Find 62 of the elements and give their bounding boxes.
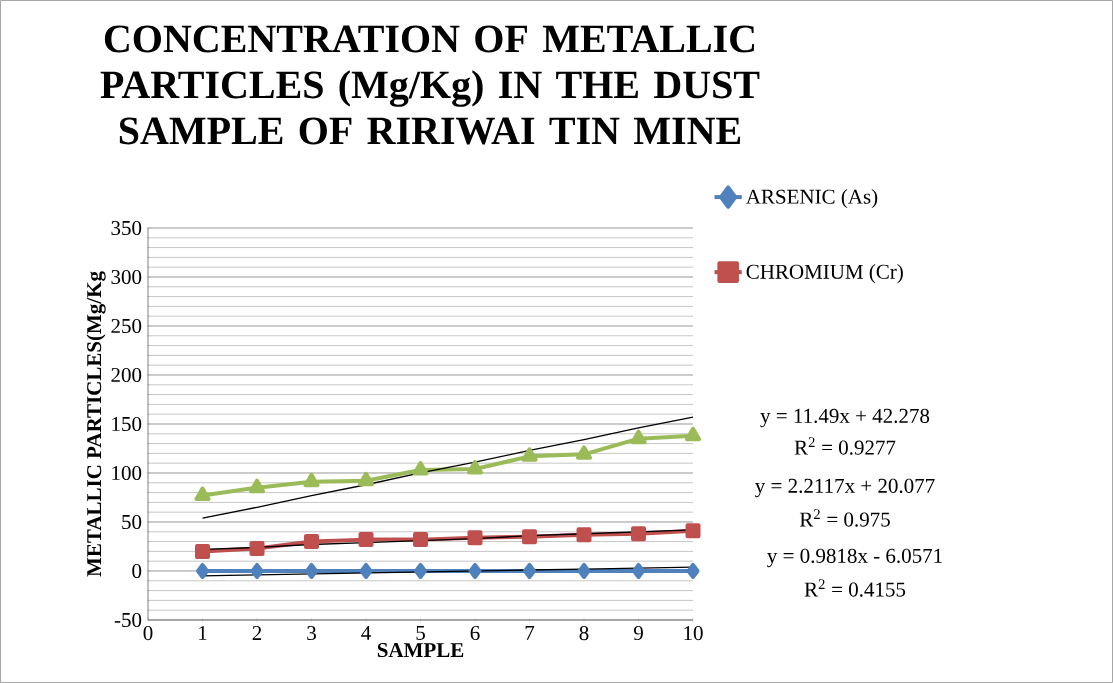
y-tick-label: 50 bbox=[122, 514, 142, 530]
text: R$^{2}$ = 0.975 bbox=[799, 509, 890, 527]
x-tick-label: 2 bbox=[252, 626, 262, 640]
point bbox=[304, 534, 320, 550]
y-tick-label: 150 bbox=[112, 416, 142, 432]
point bbox=[412, 461, 429, 476]
point bbox=[359, 562, 373, 579]
chart-title: CONCENTRATION OF METALLIC PARTICLES (Mg/Kg) IN THE DUST SAMPLE OF RIRIWAI TIN MINE bbox=[100, 25, 760, 145]
point bbox=[686, 562, 700, 579]
point bbox=[413, 532, 429, 548]
point bbox=[466, 460, 484, 475]
point bbox=[358, 532, 374, 548]
x-tick-label: 1 bbox=[199, 626, 207, 640]
legend-label: ARSENIC (As) bbox=[745, 189, 878, 209]
x-tick-label: 0 bbox=[143, 626, 153, 641]
point bbox=[303, 472, 320, 488]
y-tick-label: 300 bbox=[111, 269, 142, 285]
line-series bbox=[201, 416, 694, 519]
text: R$^{2}$ = 0.9277 bbox=[794, 437, 896, 455]
x-tick-label: 6 bbox=[470, 626, 480, 641]
point bbox=[631, 526, 647, 542]
y-tick-label: 350 bbox=[111, 220, 142, 236]
point bbox=[685, 523, 701, 539]
x-tick-label: 4 bbox=[361, 626, 371, 640]
text: y = 2.2117x + 20.077 bbox=[755, 478, 935, 498]
text: y = 11.49x + 42.278 bbox=[760, 408, 930, 428]
y-tick-label: 200 bbox=[111, 367, 142, 383]
y-tick-label: 0 bbox=[132, 563, 142, 579]
point bbox=[467, 530, 483, 546]
point bbox=[521, 447, 538, 462]
y-tick-label: 250 bbox=[111, 318, 142, 334]
point bbox=[523, 562, 537, 579]
point bbox=[575, 445, 593, 460]
point bbox=[468, 562, 482, 579]
point bbox=[195, 543, 211, 559]
x-tick-label: 10 bbox=[684, 626, 703, 641]
x-tick-label: 5 bbox=[416, 626, 425, 640]
point bbox=[357, 471, 375, 487]
point bbox=[414, 562, 428, 579]
text: y = 0.9818x - 6.0571 bbox=[767, 548, 942, 568]
point bbox=[305, 562, 319, 579]
y-tick-label: -50 bbox=[114, 612, 142, 628]
point bbox=[248, 478, 266, 494]
point bbox=[249, 540, 265, 556]
point bbox=[250, 562, 264, 579]
x-tick-label: 9 bbox=[633, 626, 643, 641]
x-tick-label: 8 bbox=[579, 626, 589, 641]
point bbox=[576, 527, 592, 543]
point bbox=[630, 429, 647, 445]
x-axis-title: SAMPLE bbox=[377, 643, 464, 658]
point bbox=[522, 529, 538, 545]
point bbox=[196, 562, 210, 579]
point bbox=[632, 562, 646, 579]
x-tick-label: 3 bbox=[307, 626, 316, 641]
legend-label: CHROMIUM (Cr) bbox=[746, 264, 903, 284]
point bbox=[684, 426, 702, 442]
y-axis-title: METALLIC PARTICLES(Mg/Kg bbox=[86, 271, 106, 577]
x-tick-label: 7 bbox=[525, 626, 535, 640]
text: R$^{2}$ = 0.4155 bbox=[804, 579, 906, 597]
point bbox=[194, 486, 211, 502]
y-tick-label: 100 bbox=[112, 465, 142, 481]
point bbox=[577, 562, 591, 579]
